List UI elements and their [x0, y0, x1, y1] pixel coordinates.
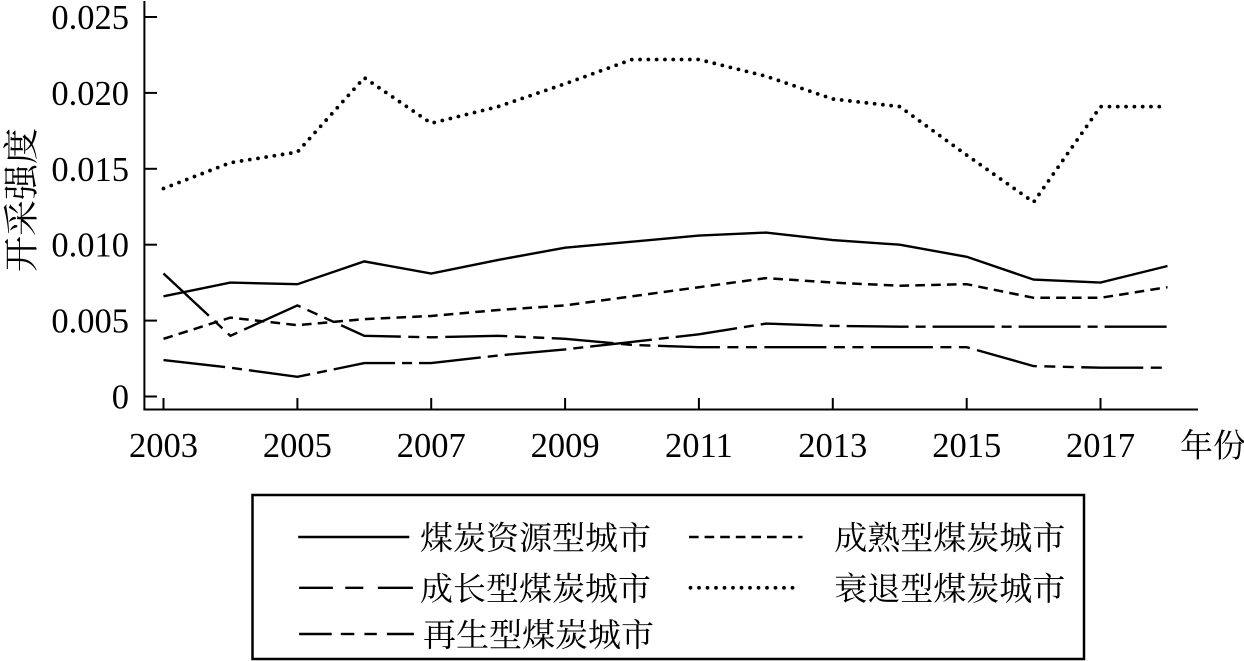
svg-text:0.005: 0.005 [51, 303, 129, 341]
svg-text:0.020: 0.020 [51, 75, 129, 113]
svg-text:0.015: 0.015 [51, 151, 129, 189]
svg-text:2003: 2003 [129, 427, 198, 465]
svg-text:2007: 2007 [397, 427, 466, 465]
svg-text:2017: 2017 [1066, 427, 1135, 465]
svg-text:0: 0 [112, 379, 129, 417]
svg-text:2013: 2013 [798, 427, 867, 465]
svg-text:2015: 2015 [932, 427, 1001, 465]
svg-text:2011: 2011 [665, 427, 733, 465]
svg-text:2009: 2009 [531, 427, 600, 465]
svg-text:0.025: 0.025 [51, 0, 129, 37]
svg-text:0.010: 0.010 [51, 227, 129, 265]
svg-text:2005: 2005 [263, 427, 332, 465]
